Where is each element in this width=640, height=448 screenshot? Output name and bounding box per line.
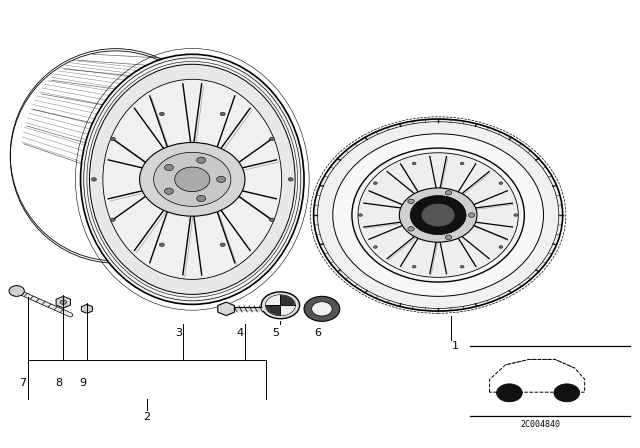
Ellipse shape	[90, 65, 295, 294]
Text: 4: 4	[237, 327, 244, 338]
Ellipse shape	[358, 214, 362, 216]
Text: 3: 3	[175, 327, 182, 338]
Ellipse shape	[399, 188, 477, 242]
Ellipse shape	[175, 167, 210, 192]
Circle shape	[9, 286, 24, 296]
Ellipse shape	[110, 218, 115, 222]
Ellipse shape	[460, 265, 464, 268]
Ellipse shape	[314, 119, 563, 311]
Ellipse shape	[412, 265, 416, 268]
Text: 6: 6	[314, 327, 321, 338]
Ellipse shape	[374, 182, 378, 185]
Ellipse shape	[140, 142, 245, 216]
Circle shape	[304, 296, 340, 321]
Circle shape	[312, 302, 332, 316]
Text: 5: 5	[273, 327, 280, 338]
Ellipse shape	[333, 134, 543, 296]
Ellipse shape	[352, 148, 524, 282]
Ellipse shape	[220, 112, 225, 116]
Circle shape	[261, 292, 300, 319]
Ellipse shape	[499, 182, 503, 185]
Text: 9: 9	[79, 378, 86, 388]
Ellipse shape	[412, 162, 416, 165]
Circle shape	[554, 384, 580, 402]
Circle shape	[266, 295, 295, 316]
Ellipse shape	[196, 195, 205, 202]
Ellipse shape	[164, 188, 173, 194]
Ellipse shape	[92, 177, 97, 181]
Ellipse shape	[358, 153, 518, 277]
Text: 1: 1	[452, 341, 459, 351]
Wedge shape	[266, 295, 280, 305]
Ellipse shape	[460, 162, 464, 165]
Circle shape	[60, 300, 67, 304]
Ellipse shape	[196, 157, 205, 164]
Wedge shape	[280, 295, 295, 305]
Ellipse shape	[374, 246, 378, 248]
Text: 2C004840: 2C004840	[520, 419, 561, 429]
Ellipse shape	[164, 164, 173, 171]
Polygon shape	[81, 304, 92, 313]
Ellipse shape	[421, 203, 455, 227]
Ellipse shape	[216, 176, 225, 182]
Ellipse shape	[445, 235, 452, 240]
Ellipse shape	[499, 246, 503, 248]
Text: 2: 2	[143, 412, 150, 422]
Ellipse shape	[103, 79, 282, 280]
Ellipse shape	[159, 243, 164, 246]
Ellipse shape	[408, 199, 414, 203]
Polygon shape	[56, 296, 70, 308]
Text: 7: 7	[19, 378, 27, 388]
Ellipse shape	[514, 214, 518, 216]
Ellipse shape	[445, 190, 452, 195]
Ellipse shape	[110, 137, 115, 141]
Wedge shape	[266, 305, 280, 315]
Ellipse shape	[468, 213, 475, 217]
Wedge shape	[280, 305, 295, 315]
Ellipse shape	[159, 112, 164, 116]
Ellipse shape	[269, 218, 275, 222]
Ellipse shape	[408, 227, 414, 231]
Ellipse shape	[220, 243, 225, 246]
Ellipse shape	[288, 177, 293, 181]
Ellipse shape	[410, 195, 466, 235]
Polygon shape	[218, 302, 234, 315]
Ellipse shape	[154, 152, 231, 207]
Text: 8: 8	[55, 378, 62, 388]
Ellipse shape	[81, 54, 304, 304]
Ellipse shape	[269, 137, 275, 141]
Circle shape	[497, 384, 522, 402]
